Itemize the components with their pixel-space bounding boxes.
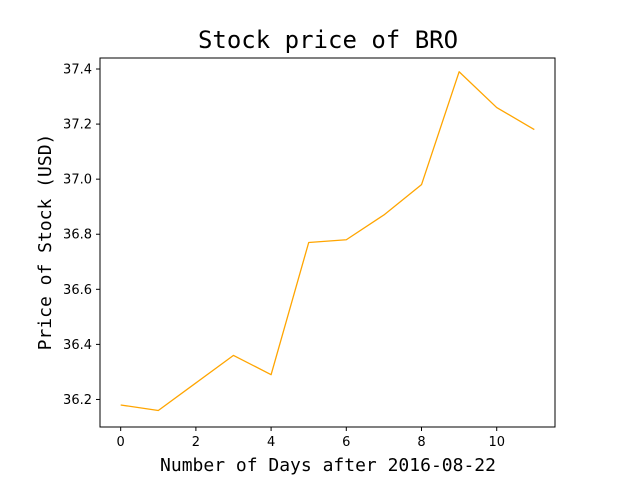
y-tick-label: 36.6 — [63, 283, 92, 298]
x-tick-label: 8 — [417, 435, 425, 450]
x-tick-label: 6 — [342, 435, 350, 450]
y-tick-label: 36.2 — [63, 393, 92, 408]
x-axis-label: Number of Days after 2016-08-22 — [160, 455, 496, 476]
y-axis-ticks: 36.2 36.4 36.6 36.8 37.0 37.2 37.4 — [63, 63, 100, 408]
series-layer — [120, 71, 535, 412]
y-tick-label: 37.4 — [63, 63, 92, 78]
y-axis-label: Price of Stock (USD) — [35, 134, 56, 351]
y-tick-label: 36.4 — [63, 338, 92, 353]
y-tick-label: 37.2 — [63, 118, 92, 133]
plot-frame — [99, 57, 556, 428]
plot-area: 0 2 4 6 8 10 36.2 36.4 36.6 36.8 37.0 37.2 37.4 — [63, 57, 556, 450]
x-tick-label: 2 — [192, 435, 200, 450]
chart-title: Stock price of BRO — [198, 26, 458, 54]
y-tick-label: 37.0 — [63, 173, 92, 188]
x-tick-label: 0 — [117, 435, 125, 450]
x-tick-label: 10 — [488, 435, 505, 450]
y-tick-label: 36.8 — [63, 228, 92, 243]
x-tick-label: 4 — [267, 435, 275, 450]
price-line-series — [120, 71, 535, 412]
x-axis-ticks: 0 2 4 6 8 10 — [117, 427, 505, 450]
